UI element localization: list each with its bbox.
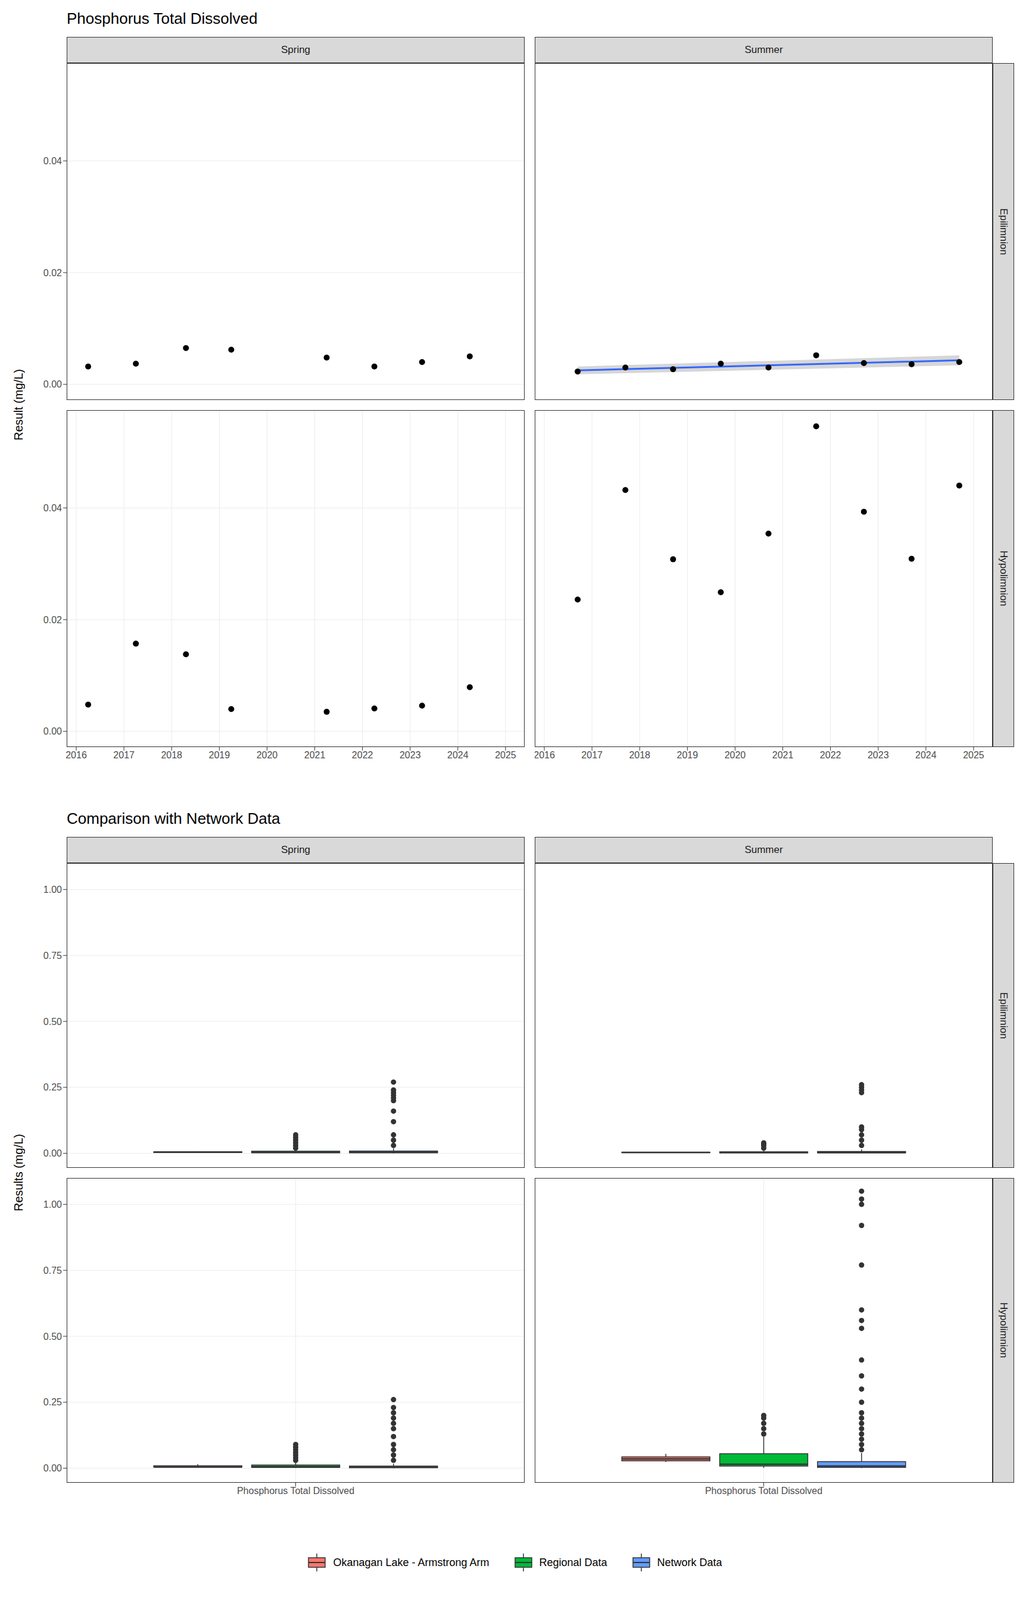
svg-text:0.04: 0.04: [43, 156, 62, 167]
svg-text:0.00: 0.00: [43, 726, 62, 737]
svg-text:Phosphorus Total Dissolved: Phosphorus Total Dissolved: [237, 1486, 355, 1497]
svg-text:2018: 2018: [160, 750, 183, 761]
svg-text:0.50: 0.50: [43, 1017, 62, 1028]
svg-text:0.00: 0.00: [43, 1463, 62, 1474]
html-text:Epilimnion: Epilimnion: [998, 208, 1010, 255]
svg-text:2020: 2020: [724, 750, 747, 761]
svg-text:2025: 2025: [494, 750, 517, 761]
svg-text:0.25: 0.25: [43, 1082, 62, 1093]
html-text:Summer: Summer: [744, 44, 783, 56]
svg-text:2016: 2016: [534, 750, 555, 761]
html-text:Phosphorus Total Dissolved: Phosphorus Total Dissolved: [66, 9, 258, 28]
svg-text:2024: 2024: [915, 750, 937, 761]
svg-text:2021: 2021: [772, 750, 794, 761]
svg-text:2023: 2023: [867, 750, 890, 761]
svg-text:2022: 2022: [351, 750, 374, 761]
svg-text:2022: 2022: [819, 750, 842, 761]
svg-text:1.00: 1.00: [43, 884, 62, 896]
svg-text:2024: 2024: [447, 750, 469, 761]
svg-text:2021: 2021: [304, 750, 326, 761]
html-text:Result (mg/L): Result (mg/L): [11, 369, 25, 441]
html-text:Hypolimnion: Hypolimnion: [998, 550, 1010, 607]
html-text:Comparison with Network Data: Comparison with Network Data: [66, 809, 281, 828]
svg-text:0.00: 0.00: [43, 379, 62, 390]
html-text:Summer: Summer: [744, 844, 783, 856]
svg-text:2019: 2019: [209, 750, 231, 761]
html-text:Okanagan Lake - Armstrong Arm: Okanagan Lake - Armstrong Arm: [333, 1556, 490, 1569]
svg-text:0.75: 0.75: [43, 1266, 62, 1277]
svg-text:0.00: 0.00: [43, 1148, 62, 1159]
svg-text:2025: 2025: [962, 750, 985, 761]
html-text:Spring: Spring: [281, 44, 311, 56]
svg-text:0.02: 0.02: [43, 267, 62, 279]
svg-text:2018: 2018: [628, 750, 651, 761]
svg-text:1.00: 1.00: [43, 1199, 62, 1211]
svg-text:0.50: 0.50: [43, 1332, 62, 1343]
html-text:Epilimnion: Epilimnion: [998, 992, 1010, 1040]
html-text:Regional Data: Regional Data: [539, 1556, 608, 1569]
svg-text:2017: 2017: [113, 750, 135, 761]
svg-text:2020: 2020: [256, 750, 279, 761]
html-text:Spring: Spring: [281, 844, 311, 856]
html-text:Results (mg/L): Results (mg/L): [11, 1134, 25, 1213]
svg-text:Phosphorus Total Dissolved: Phosphorus Total Dissolved: [705, 1486, 823, 1497]
svg-text:0.04: 0.04: [43, 503, 62, 514]
svg-text:0.75: 0.75: [43, 950, 62, 962]
svg-text:2023: 2023: [399, 750, 422, 761]
svg-text:2019: 2019: [677, 750, 699, 761]
svg-text:2017: 2017: [581, 750, 603, 761]
html-text:Network Data: Network Data: [657, 1556, 723, 1569]
html-text:Hypolimnion: Hypolimnion: [998, 1303, 1010, 1359]
svg-text:0.02: 0.02: [43, 615, 62, 626]
svg-text:0.25: 0.25: [43, 1397, 62, 1408]
svg-text:2016: 2016: [65, 750, 87, 761]
